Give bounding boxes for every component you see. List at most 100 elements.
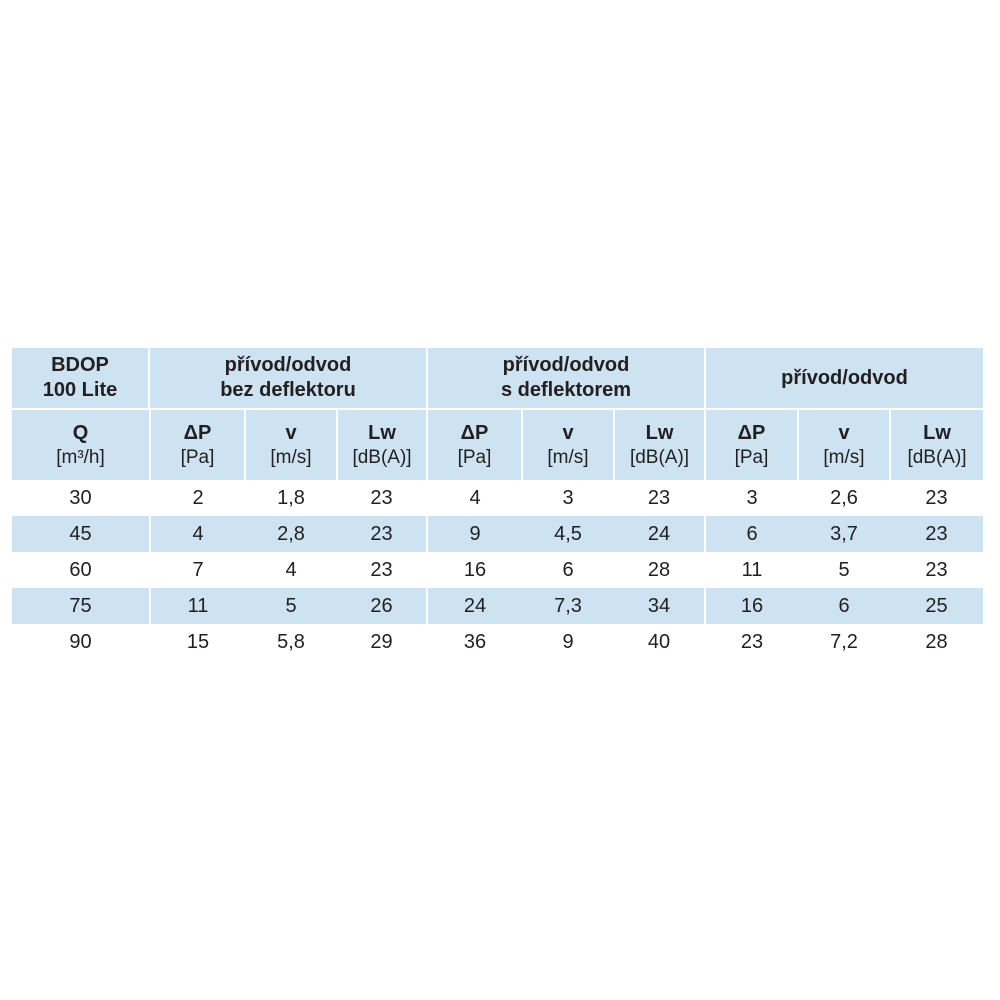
data-cell: 16 [428, 552, 522, 588]
group-line: s deflektorem [500, 379, 632, 401]
cell-value: 23 [370, 486, 393, 509]
data-cell: 11 [151, 588, 245, 624]
data-cell: 3 [706, 480, 798, 516]
column-header: v [m/s] [523, 410, 613, 480]
data-cell: 23 [706, 624, 798, 660]
data-cell: 7 [151, 552, 245, 588]
column-symbol: ΔP [460, 421, 489, 444]
cell-value: 75 [69, 594, 92, 617]
data-cell: 23 [890, 480, 983, 516]
data-cell: 5 [798, 552, 890, 588]
cell-value: 11 [187, 594, 209, 617]
data-cell: 4,5 [522, 516, 614, 552]
data-cell: 3,7 [798, 516, 890, 552]
column-unit: [m/s] [547, 446, 589, 468]
data-cell: 23 [614, 480, 704, 516]
data-cell: 40 [614, 624, 704, 660]
column-unit: [Pa] [180, 446, 215, 468]
data-cell: 9 [428, 516, 522, 552]
column-symbol: v [562, 421, 574, 444]
data-cell: 2,8 [245, 516, 337, 552]
cell-value: 26 [370, 594, 393, 617]
cell-value: 90 [69, 630, 92, 653]
cell-value: 28 [647, 558, 671, 581]
cell-value: 60 [69, 558, 92, 581]
cell-value: 6 [746, 522, 758, 545]
data-cell: 45 [12, 516, 149, 552]
cell-value: 23 [925, 558, 948, 581]
cell-value: 40 [647, 630, 671, 653]
cell-value: 16 [740, 594, 764, 617]
column-unit: [dB(A)] [907, 446, 967, 468]
column-header: ΔP [Pa] [428, 410, 521, 480]
data-cell: 5,8 [245, 624, 337, 660]
cell-value: 4 [469, 486, 481, 509]
cell-value: 7,2 [830, 630, 858, 653]
group-line: bez deflektoru [220, 379, 356, 401]
data-cell: 7,2 [798, 624, 890, 660]
cell-value: 23 [925, 486, 948, 509]
cell-value: 3 [746, 486, 758, 509]
column-symbol: ΔP [183, 421, 212, 444]
cell-value: 6 [562, 558, 574, 581]
column-symbol: Lw [368, 421, 396, 444]
group-line: přívod/odvod [781, 366, 908, 389]
cell-value: 16 [463, 558, 487, 581]
cell-value: 23 [647, 486, 671, 509]
data-cell: 16 [706, 588, 798, 624]
column-symbol: Q [72, 421, 89, 444]
data-cell: 24 [428, 588, 522, 624]
group-line: přívod/odvod [502, 354, 630, 376]
cell-value: 25 [925, 594, 948, 617]
cell-value: 1,8 [277, 486, 305, 509]
corner-header: BDOP 100 Lite [12, 348, 148, 408]
data-cell: 11 [706, 552, 798, 588]
data-cell: 3 [522, 480, 614, 516]
cell-value: 24 [463, 594, 487, 617]
column-symbol: Lw [645, 421, 674, 444]
data-cell: 90 [12, 624, 149, 660]
data-cell: 4 [245, 552, 337, 588]
data-cell: 4 [151, 516, 245, 552]
data-cell: 7,3 [522, 588, 614, 624]
column-header: v [m/s] [246, 410, 336, 480]
column-header: ΔP [Pa] [151, 410, 244, 480]
column-header: Q [m³/h] [12, 410, 149, 480]
column-unit: [m³/h] [56, 446, 105, 468]
data-cell: 23 [337, 552, 426, 588]
cell-value: 28 [925, 630, 948, 653]
cell-value: 9 [469, 522, 481, 545]
data-cell: 26 [337, 588, 426, 624]
cell-value: 2 [192, 486, 204, 509]
data-cell: 75 [12, 588, 149, 624]
column-unit: [Pa] [734, 446, 769, 468]
data-cell: 24 [614, 516, 704, 552]
data-cell: 15 [151, 624, 245, 660]
data-cell: 30 [12, 480, 149, 516]
data-cell: 6 [706, 516, 798, 552]
data-cell: 6 [798, 588, 890, 624]
cell-value: 23 [370, 522, 393, 545]
data-cell: 34 [614, 588, 704, 624]
data-cell: 1,8 [245, 480, 337, 516]
cell-value: 4 [192, 522, 204, 545]
cell-value: 36 [463, 630, 487, 653]
cell-value: 9 [562, 630, 574, 653]
group-header: přívod/odvod bez deflektoru [150, 348, 426, 408]
data-cell: 28 [614, 552, 704, 588]
column-unit: [m/s] [270, 446, 312, 468]
data-cell: 2,6 [798, 480, 890, 516]
cell-value: 45 [69, 522, 92, 545]
cell-value: 5,8 [277, 630, 305, 653]
data-cell: 29 [337, 624, 426, 660]
cell-value: 2,6 [830, 486, 858, 509]
column-header: Lw [dB(A)] [615, 410, 704, 480]
cell-value: 7,3 [554, 594, 582, 617]
data-cell: 23 [890, 516, 983, 552]
column-unit: [Pa] [457, 446, 492, 468]
cell-value: 24 [647, 522, 671, 545]
cell-value: 3,7 [830, 522, 858, 545]
column-symbol: v [838, 421, 850, 444]
cell-value: 23 [740, 630, 764, 653]
